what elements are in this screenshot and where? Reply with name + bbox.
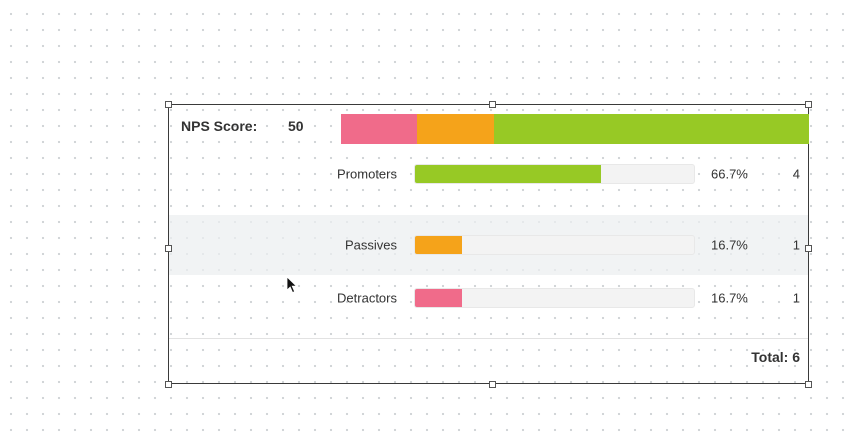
row-percent: 66.7%	[711, 166, 748, 182]
promoters-bar-fill	[415, 165, 602, 183]
nps-score-label: NPS Score:	[181, 118, 258, 134]
row-label: Promoters	[337, 166, 397, 182]
detractors-bar-fill	[415, 289, 462, 307]
nps-widget[interactable]: NPS Score: 50 Promoters 66.7% 4 Passives…	[168, 104, 809, 384]
divider	[169, 338, 808, 339]
detractors-row: Detractors 16.7% 1	[169, 268, 808, 328]
total-count: Total: 6	[751, 349, 800, 365]
resize-handle-left[interactable]	[165, 245, 172, 252]
resize-handle-top[interactable]	[489, 101, 496, 108]
row-percent: 16.7%	[711, 290, 748, 306]
passives-segment	[417, 114, 494, 144]
resize-handle-top-right[interactable]	[805, 101, 812, 108]
row-count: 4	[792, 166, 800, 182]
resize-handle-right[interactable]	[805, 245, 812, 252]
promoters-segment	[493, 114, 809, 144]
promoters-bar	[414, 164, 695, 184]
passives-bar	[414, 235, 695, 255]
row-percent: 16.7%	[711, 237, 748, 253]
row-label: Detractors	[337, 290, 397, 306]
detractors-bar	[414, 288, 695, 308]
resize-handle-bottom-left[interactable]	[165, 381, 172, 388]
resize-handle-top-left[interactable]	[165, 101, 172, 108]
resize-handle-bottom-right[interactable]	[805, 381, 812, 388]
row-count: 1	[792, 237, 800, 253]
passives-row: Passives 16.7% 1	[169, 215, 808, 275]
resize-handle-bottom[interactable]	[489, 381, 496, 388]
detractors-segment	[341, 114, 417, 144]
nps-distribution-bar	[341, 114, 809, 144]
row-label: Passives	[344, 237, 397, 253]
mouse-pointer-icon	[286, 276, 298, 294]
row-count: 1	[792, 290, 800, 306]
promoters-row: Promoters 66.7% 4	[169, 144, 808, 204]
passives-bar-fill	[415, 236, 462, 254]
nps-score-value: 50	[288, 118, 304, 134]
